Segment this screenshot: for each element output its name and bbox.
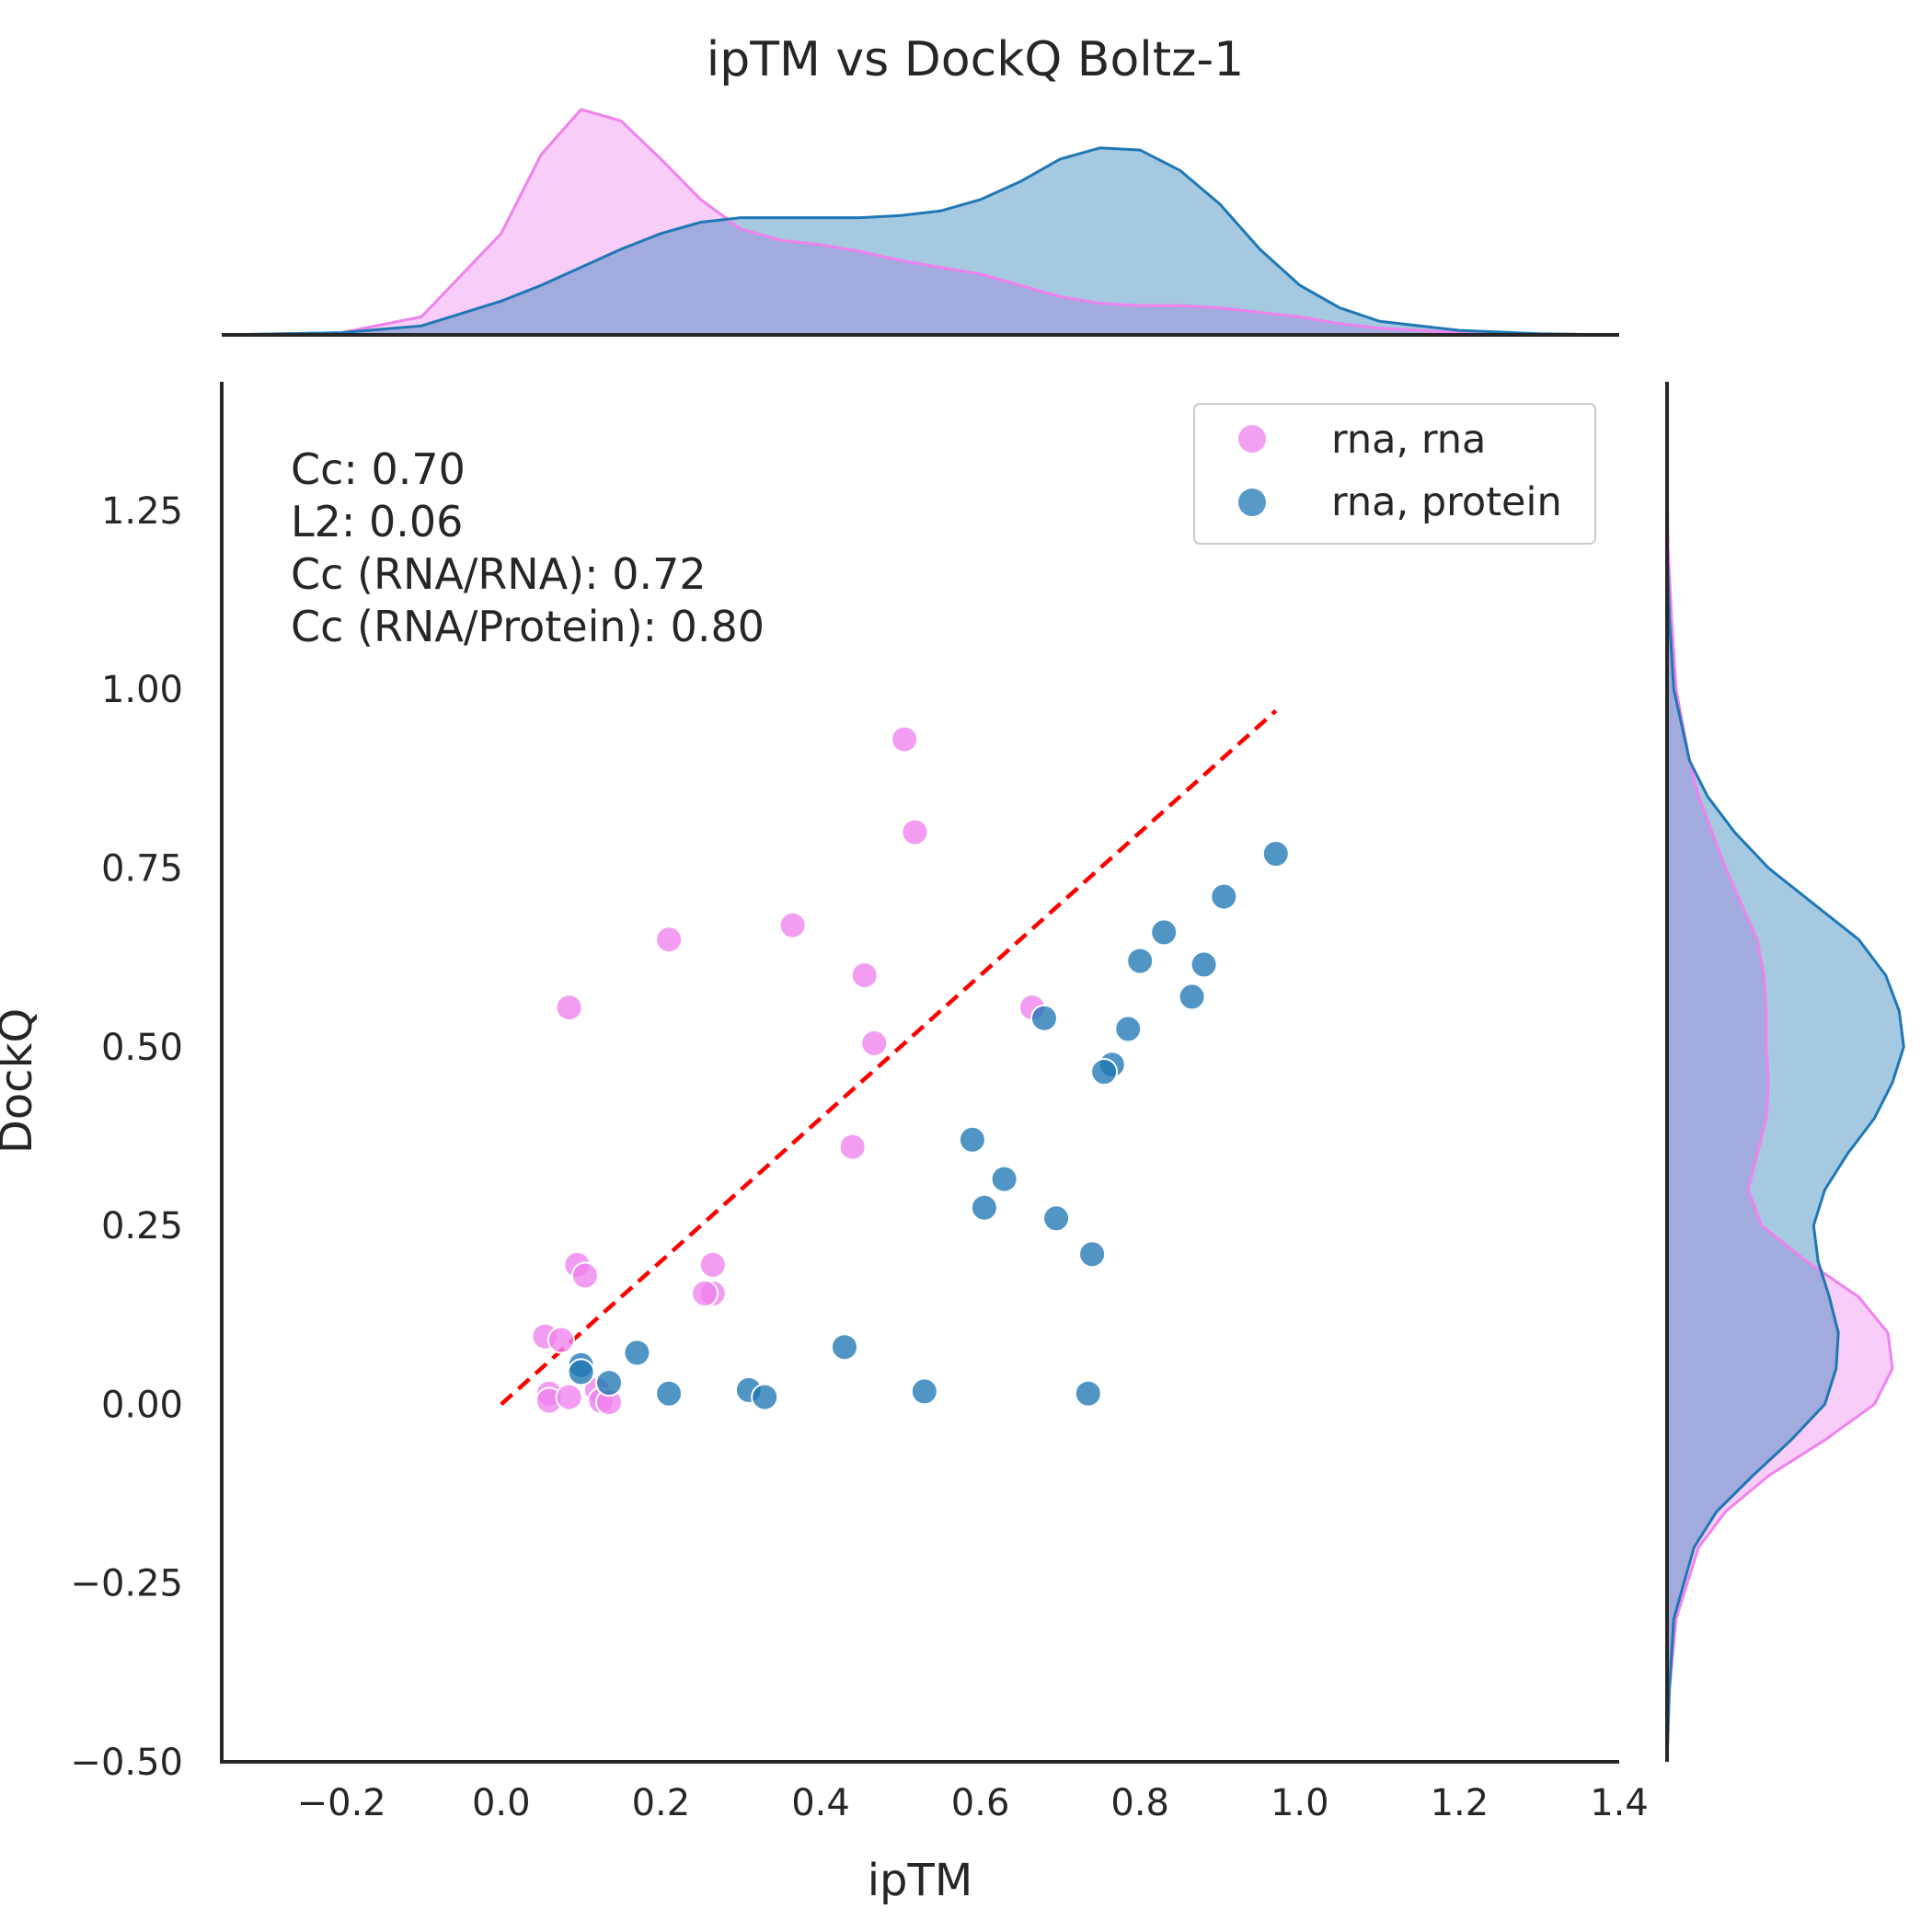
marginal-x-line-rna-protein — [221, 146, 1620, 337]
x-tick-label: 1.4 — [1590, 1782, 1649, 1824]
legend-marker-rna-rna — [1238, 425, 1266, 453]
point-rna-protein — [958, 1125, 986, 1154]
marginal-y-fill-rna-protein — [1667, 382, 1904, 1762]
point-rna-protein — [1210, 882, 1238, 911]
x-tick-label: 0.0 — [472, 1782, 531, 1824]
point-rna-protein — [990, 1165, 1018, 1193]
legend: rna, rna rna, protein — [1193, 403, 1596, 545]
x-tick-label: 0.4 — [791, 1782, 850, 1824]
y-tick-label: 0.75 — [101, 848, 183, 891]
annotation-cc: Cc: 0.70 — [291, 444, 466, 494]
point-rna-rna — [850, 961, 879, 990]
marginal-x-density — [221, 108, 1620, 337]
point-rna-protein — [1090, 1058, 1119, 1086]
scatter-points — [531, 725, 1290, 1417]
point-rna-protein — [1074, 1379, 1102, 1408]
x-axis-label: ipTM — [868, 1855, 973, 1906]
point-rna-protein — [655, 1379, 684, 1408]
point-rna-rna — [778, 911, 807, 939]
x-tick-label: 0.8 — [1110, 1782, 1169, 1824]
point-rna-rna — [891, 725, 919, 753]
marginal-y-density — [1665, 382, 1905, 1763]
point-rna-protein — [1150, 918, 1179, 947]
legend-box — [1193, 403, 1596, 545]
legend-label-rna-protein: rna, protein — [1331, 479, 1562, 525]
x-tick-label: 1.2 — [1431, 1782, 1489, 1824]
reference-line — [500, 708, 1278, 1407]
x-tick-label: 0.6 — [951, 1782, 1010, 1824]
marginal-x-fill-rna-protein — [222, 147, 1619, 335]
point-rna-rna — [655, 926, 684, 954]
y-axis-label: DockQ — [0, 1008, 42, 1154]
point-rna-protein — [910, 1377, 938, 1406]
point-rna-rna — [546, 1326, 575, 1354]
annotation-cc-rna-protein: Cc (RNA/Protein): 0.80 — [291, 602, 765, 651]
point-rna-protein — [1030, 1004, 1058, 1032]
y-tick-label: −0.50 — [70, 1742, 183, 1784]
point-rna-protein — [1190, 950, 1218, 979]
marginal-x-fill-rna-rna — [222, 109, 1619, 335]
annotation-cc-rna-rna: Cc (RNA/RNA): 0.72 — [291, 549, 707, 599]
legend-marker-rna-protein — [1238, 489, 1266, 516]
point-rna-rna — [860, 1029, 889, 1057]
annotation-l2: L2: 0.06 — [291, 497, 463, 546]
point-rna-rna — [691, 1279, 719, 1307]
point-rna-protein — [1178, 983, 1206, 1011]
point-rna-protein — [831, 1333, 858, 1362]
axes — [220, 382, 1619, 1764]
point-rna-protein — [970, 1193, 998, 1222]
y-tick-label: −0.25 — [70, 1563, 183, 1605]
point-rna-rna — [901, 818, 929, 846]
y-tick-label: 1.25 — [101, 490, 183, 533]
point-rna-protein — [623, 1339, 651, 1367]
y-tick-label: 0.00 — [101, 1384, 183, 1426]
marginal-x-line-rna-rna — [221, 108, 1619, 337]
x-axis-ticks: −0.2 0.0 0.2 0.4 0.6 0.8 1.0 1.2 1.4 — [297, 1782, 1649, 1824]
marginal-y-line-rna-protein — [1665, 382, 1905, 1763]
point-rna-protein — [595, 1369, 623, 1397]
marginal-y-fill-rna-rna — [1667, 382, 1892, 1762]
point-rna-protein — [567, 1358, 595, 1386]
point-rna-protein — [1114, 1015, 1143, 1043]
x-tick-label: −0.2 — [297, 1782, 386, 1824]
y-tick-label: 1.00 — [101, 669, 183, 711]
point-rna-protein — [751, 1383, 779, 1411]
point-rna-rna — [838, 1133, 867, 1161]
point-rna-rna — [555, 1383, 583, 1411]
chart-title: ipTM vs DockQ Boltz-1 — [707, 32, 1245, 87]
point-rna-protein — [1078, 1240, 1107, 1269]
y-axis-ticks: −0.50 −0.25 0.00 0.25 0.50 0.75 1.00 1.25 — [70, 490, 183, 1784]
y-tick-label: 0.50 — [101, 1027, 183, 1069]
point-rna-protein — [1042, 1204, 1071, 1233]
point-rna-rna — [555, 994, 583, 1022]
reference-line-path — [500, 708, 1278, 1407]
x-tick-label: 1.0 — [1271, 1782, 1329, 1824]
point-rna-rna — [698, 1250, 727, 1279]
point-rna-protein — [1261, 840, 1290, 868]
x-tick-label: 0.2 — [632, 1782, 691, 1824]
point-rna-rna — [570, 1261, 599, 1290]
legend-label-rna-rna: rna, rna — [1331, 417, 1486, 463]
stats-annotations: Cc: 0.70 L2: 0.06 Cc (RNA/RNA): 0.72 Cc … — [291, 444, 765, 651]
y-tick-label: 0.25 — [101, 1205, 183, 1248]
point-rna-protein — [1126, 947, 1155, 975]
